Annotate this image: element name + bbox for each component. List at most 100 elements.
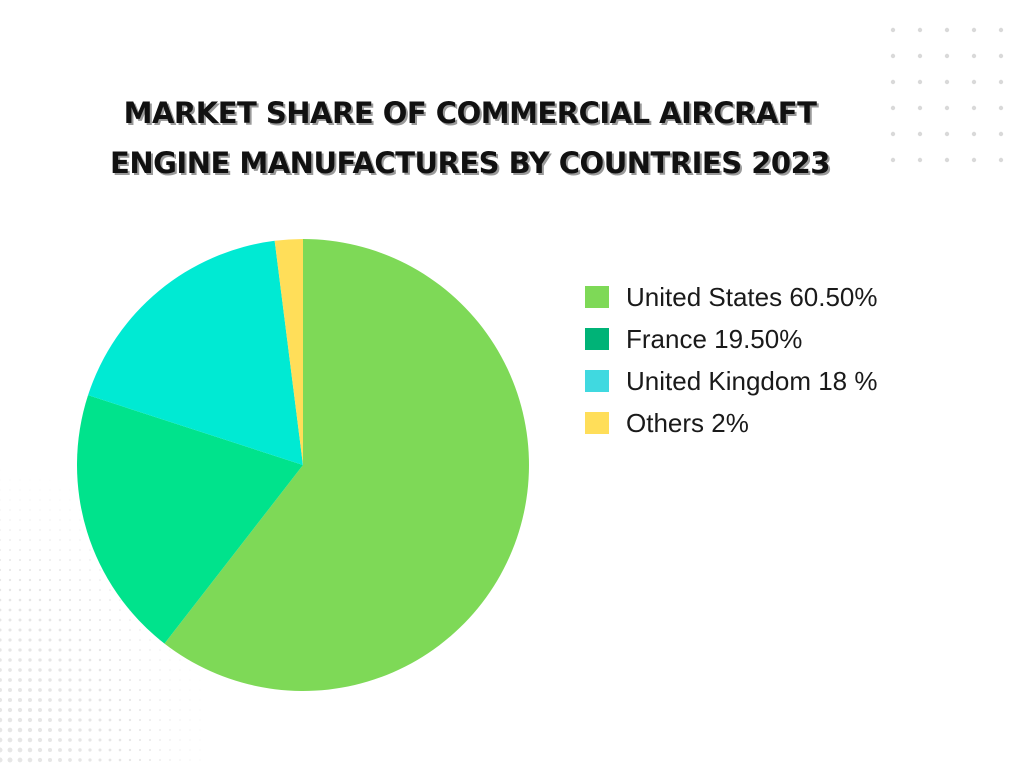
decorative-halftone-dot	[68, 588, 72, 592]
decorative-halftone-dot	[109, 609, 111, 611]
decorative-halftone-dot	[58, 748, 62, 752]
decorative-halftone-dot	[199, 759, 201, 761]
decorative-halftone-dot	[169, 739, 171, 741]
decorative-halftone-dot	[88, 658, 92, 662]
decorative-halftone-dot	[89, 559, 91, 561]
decorative-halftone-dot	[149, 649, 151, 651]
decorative-halftone-dot	[149, 699, 151, 701]
decorative-dot	[998, 131, 1004, 137]
decorative-halftone-dot	[179, 689, 181, 691]
decorative-halftone-dot	[28, 578, 32, 582]
decorative-halftone-dot	[9, 539, 11, 541]
decorative-halftone-dot	[189, 759, 191, 761]
decorative-halftone-dot	[39, 509, 41, 511]
decorative-halftone-dot	[149, 659, 151, 661]
decorative-halftone-dot	[49, 559, 51, 561]
decorative-halftone-dot	[69, 529, 71, 531]
decorative-halftone-dot	[98, 708, 102, 712]
decorative-halftone-dot	[8, 628, 12, 632]
decorative-halftone-dot	[149, 689, 151, 691]
decorative-halftone-dot	[38, 658, 42, 662]
decorative-halftone-dot	[119, 609, 121, 611]
decorative-halftone-dot	[58, 648, 62, 652]
decorative-halftone-dot	[169, 759, 171, 761]
decorative-halftone-dot	[179, 759, 181, 761]
decorative-halftone-dot	[48, 638, 52, 642]
decorative-halftone-dot	[79, 589, 81, 591]
decorative-halftone-dot	[129, 619, 131, 621]
decorative-halftone-dot	[49, 529, 51, 531]
decorative-dot	[998, 105, 1004, 111]
decorative-halftone-dot	[29, 509, 31, 511]
decorative-halftone-dot	[18, 648, 22, 652]
decorative-halftone-dot	[28, 658, 32, 662]
decorative-halftone-dot	[68, 648, 72, 652]
decorative-halftone-dot	[0, 628, 2, 632]
decorative-halftone-dot	[189, 729, 191, 731]
decorative-halftone-dot	[38, 678, 42, 682]
decorative-halftone-dot	[9, 479, 11, 481]
decorative-halftone-dot	[99, 589, 101, 591]
decorative-halftone-dot	[38, 598, 42, 602]
decorative-halftone-dot	[159, 649, 161, 651]
decorative-halftone-dot	[29, 489, 31, 491]
decorative-halftone-dot	[169, 689, 171, 691]
decorative-halftone-dot	[78, 638, 82, 642]
decorative-halftone-dot	[58, 678, 62, 682]
decorative-halftone-dot	[8, 678, 12, 682]
decorative-halftone-dot	[9, 549, 11, 551]
decorative-halftone-dot	[39, 489, 41, 491]
decorative-halftone-dot	[19, 539, 21, 541]
decorative-halftone-dot	[139, 649, 141, 651]
decorative-halftone-dot	[59, 529, 61, 531]
decorative-halftone-dot	[118, 718, 122, 722]
decorative-halftone-dot	[8, 618, 12, 622]
decorative-halftone-dot	[69, 499, 71, 501]
decorative-halftone-dot	[109, 589, 111, 591]
decorative-halftone-dot	[68, 718, 72, 722]
decorative-halftone-dot	[89, 589, 91, 591]
decorative-halftone-dot	[38, 688, 42, 692]
decorative-halftone-dot	[58, 738, 62, 742]
decorative-halftone-dot	[58, 758, 62, 762]
legend-item-france: France 19.50%	[585, 318, 878, 360]
decorative-halftone-dot	[28, 608, 32, 612]
decorative-halftone-dot	[7, 717, 13, 723]
chart-title: MARKET SHARE OF COMMERCIAL AIRCRAFT ENGI…	[60, 88, 880, 188]
decorative-dot	[998, 27, 1004, 33]
decorative-halftone-dot	[78, 678, 82, 682]
decorative-halftone-dot	[199, 679, 201, 681]
decorative-halftone-dot	[199, 699, 201, 701]
decorative-halftone-dot	[29, 549, 31, 551]
decorative-dot	[917, 27, 923, 33]
decorative-halftone-dot	[68, 658, 72, 662]
decorative-halftone-dot	[189, 739, 191, 741]
decorative-halftone-dot	[118, 658, 122, 662]
decorative-halftone-dot	[58, 638, 62, 642]
decorative-halftone-dot	[179, 749, 181, 751]
decorative-halftone-dot	[0, 618, 2, 622]
decorative-halftone-dot	[169, 699, 171, 701]
decorative-halftone-dot	[59, 549, 61, 551]
decorative-halftone-dot	[68, 738, 72, 742]
decorative-halftone-dot	[78, 628, 82, 632]
decorative-halftone-dot	[98, 628, 102, 632]
decorative-halftone-dot	[189, 689, 191, 691]
decorative-halftone-dot	[149, 709, 151, 711]
decorative-halftone-dot	[98, 638, 102, 642]
decorative-halftone-dot	[68, 598, 72, 602]
decorative-halftone-dot	[79, 579, 81, 581]
decorative-halftone-dot	[79, 549, 81, 551]
decorative-halftone-dot	[69, 549, 71, 551]
decorative-dot	[971, 79, 977, 85]
decorative-halftone-dot	[78, 708, 82, 712]
pie-slice-france	[76, 395, 303, 644]
decorative-halftone-dot	[119, 649, 121, 651]
decorative-halftone-dot	[38, 618, 42, 622]
decorative-halftone-dot	[27, 727, 33, 733]
decorative-halftone-dot	[49, 509, 51, 511]
legend-swatch	[585, 412, 609, 434]
decorative-halftone-dot	[128, 748, 132, 752]
legend-label: United States 60.50%	[626, 281, 878, 312]
decorative-halftone-dot	[49, 569, 51, 571]
